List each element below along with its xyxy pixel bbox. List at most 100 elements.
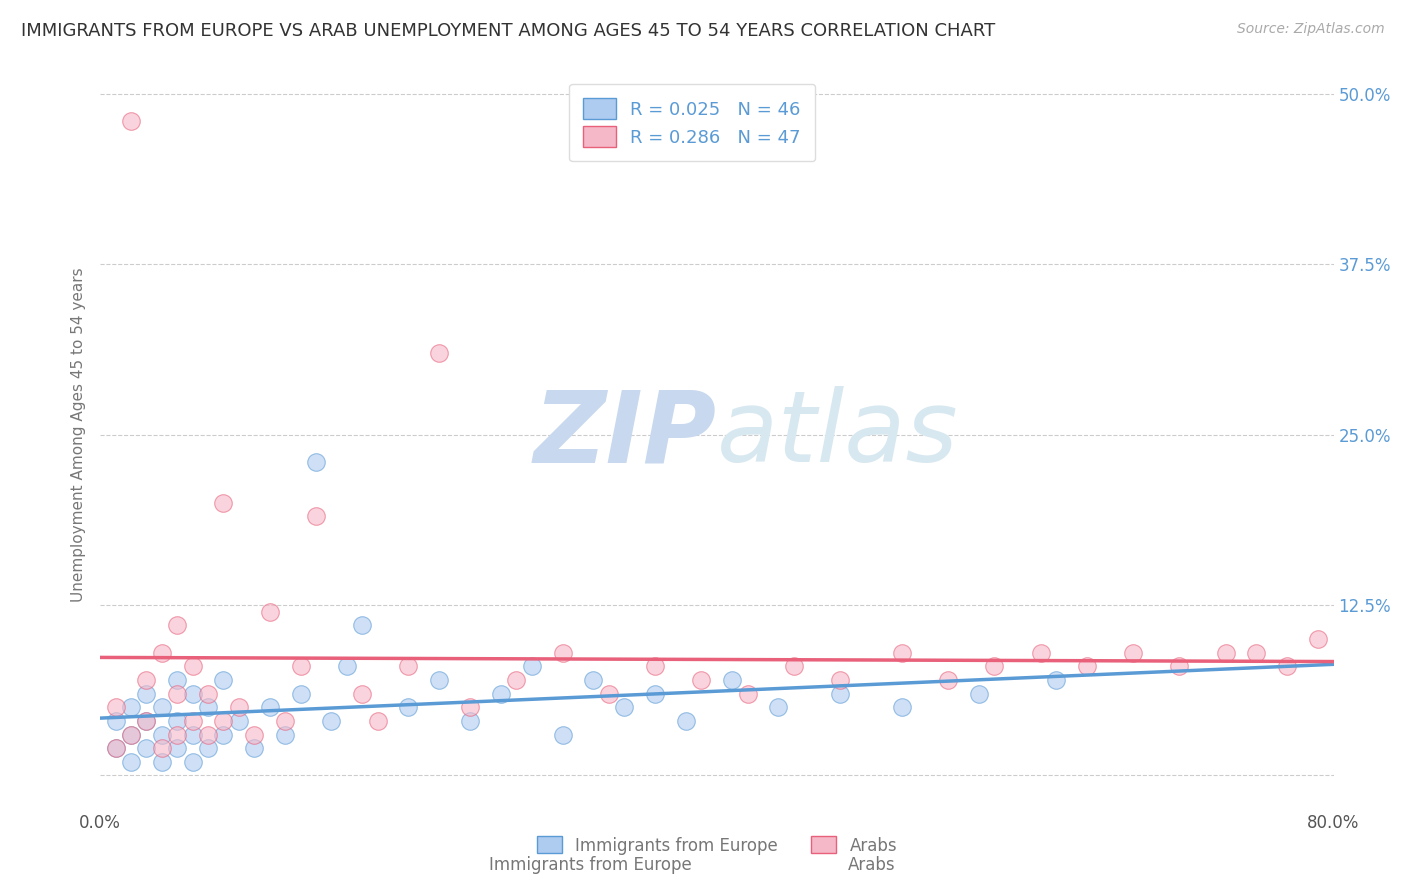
Point: [104, 741, 127, 756]
Point: [458, 700, 481, 714]
Legend: R = 0.025   N = 46, R = 0.286   N = 47: R = 0.025 N = 46, R = 0.286 N = 47: [569, 84, 815, 161]
Point: [983, 659, 1005, 673]
Point: [1076, 659, 1098, 673]
Point: [259, 605, 281, 619]
Point: [520, 659, 543, 673]
Point: [1122, 646, 1144, 660]
Point: [120, 727, 142, 741]
Point: [150, 755, 173, 769]
Point: [212, 496, 235, 510]
Point: [166, 673, 188, 687]
Point: [783, 659, 806, 673]
Point: [120, 727, 142, 741]
Point: [1215, 646, 1237, 660]
Point: [598, 687, 620, 701]
Point: [551, 727, 574, 741]
Point: [228, 700, 250, 714]
Point: [243, 741, 266, 756]
Point: [489, 687, 512, 701]
Point: [197, 741, 219, 756]
Point: [305, 509, 328, 524]
Point: [212, 727, 235, 741]
Point: [737, 687, 759, 701]
Point: [675, 714, 697, 728]
Point: [890, 700, 912, 714]
Point: [1168, 659, 1191, 673]
Y-axis label: Unemployment Among Ages 45 to 54 years: Unemployment Among Ages 45 to 54 years: [72, 268, 86, 602]
Point: [830, 673, 852, 687]
Point: [644, 687, 666, 701]
Point: [135, 714, 157, 728]
Point: [181, 687, 204, 701]
Point: [150, 741, 173, 756]
Text: Immigrants from Europe: Immigrants from Europe: [489, 856, 692, 874]
Point: [135, 673, 157, 687]
Point: [135, 714, 157, 728]
Point: [274, 727, 297, 741]
Point: [181, 727, 204, 741]
Point: [582, 673, 605, 687]
Point: [398, 700, 420, 714]
Point: [427, 345, 450, 359]
Point: [1306, 632, 1329, 646]
Point: [936, 673, 959, 687]
Point: [181, 659, 204, 673]
Point: [1045, 673, 1067, 687]
Point: [1277, 659, 1299, 673]
Point: [290, 687, 312, 701]
Point: [352, 618, 374, 632]
Point: [166, 714, 188, 728]
Point: [1029, 646, 1052, 660]
Point: [613, 700, 636, 714]
Point: [166, 687, 188, 701]
Point: [166, 727, 188, 741]
Point: [212, 714, 235, 728]
Point: [150, 646, 173, 660]
Point: [181, 714, 204, 728]
Point: [768, 700, 790, 714]
Point: [1246, 646, 1268, 660]
Point: [166, 618, 188, 632]
Point: [150, 727, 173, 741]
Point: [120, 114, 142, 128]
Point: [721, 673, 744, 687]
Text: IMMIGRANTS FROM EUROPE VS ARAB UNEMPLOYMENT AMONG AGES 45 TO 54 YEARS CORRELATIO: IMMIGRANTS FROM EUROPE VS ARAB UNEMPLOYM…: [21, 22, 995, 40]
Point: [967, 687, 990, 701]
Point: [135, 687, 157, 701]
Point: [150, 700, 173, 714]
Point: [830, 687, 852, 701]
Point: [228, 714, 250, 728]
Point: [104, 714, 127, 728]
Point: [243, 727, 266, 741]
Point: [690, 673, 713, 687]
Point: [259, 700, 281, 714]
Point: [505, 673, 527, 687]
Point: [290, 659, 312, 673]
Point: [321, 714, 343, 728]
Point: [274, 714, 297, 728]
Text: atlas: atlas: [717, 386, 959, 483]
Point: [305, 455, 328, 469]
Point: [890, 646, 912, 660]
Point: [104, 741, 127, 756]
Point: [166, 741, 188, 756]
Point: [104, 700, 127, 714]
Point: [336, 659, 359, 673]
Text: Arabs: Arabs: [848, 856, 896, 874]
Text: ZIP: ZIP: [534, 386, 717, 483]
Point: [197, 687, 219, 701]
Point: [398, 659, 420, 673]
Point: [212, 673, 235, 687]
Point: [427, 673, 450, 687]
Point: [197, 727, 219, 741]
Point: [352, 687, 374, 701]
Point: [135, 741, 157, 756]
Point: [551, 646, 574, 660]
Point: [367, 714, 389, 728]
Point: [120, 700, 142, 714]
Text: Source: ZipAtlas.com: Source: ZipAtlas.com: [1237, 22, 1385, 37]
Point: [458, 714, 481, 728]
Point: [120, 755, 142, 769]
Point: [197, 700, 219, 714]
Point: [181, 755, 204, 769]
